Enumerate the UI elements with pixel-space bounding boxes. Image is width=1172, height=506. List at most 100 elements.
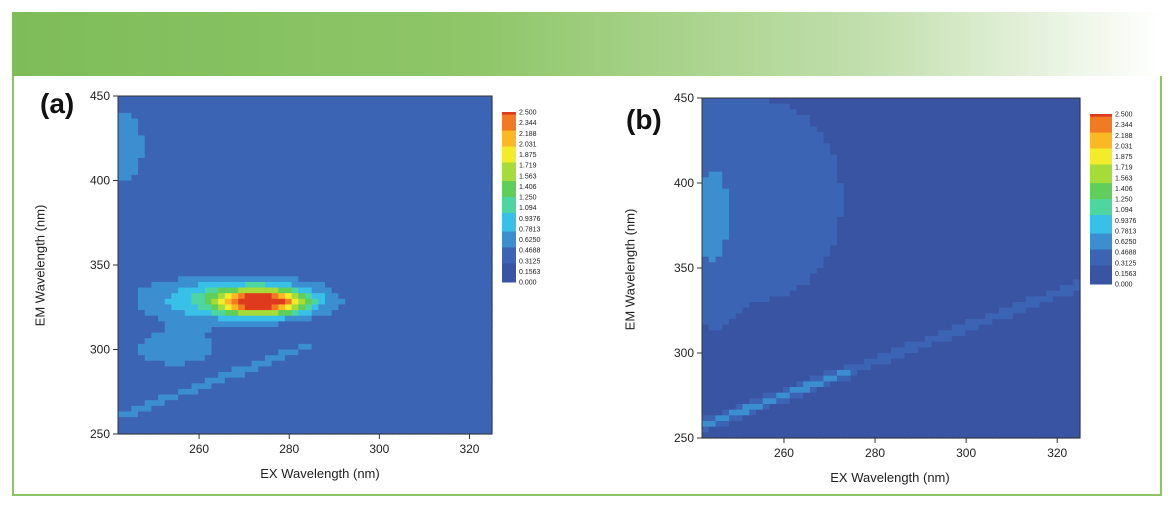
heatmap-cell	[218, 422, 226, 429]
heatmap-cell	[305, 191, 313, 198]
heatmap-cell	[451, 231, 460, 238]
heatmap-cell	[431, 377, 440, 384]
heatmap-cell	[391, 349, 400, 356]
heatmap-cell	[118, 428, 126, 435]
heatmap-cell	[224, 388, 233, 396]
heatmap-cell	[411, 428, 420, 435]
heatmap-cell	[144, 118, 152, 125]
heatmap-cell	[418, 203, 426, 210]
heatmap-cell	[471, 129, 480, 137]
heatmap-cell	[305, 96, 313, 103]
panel-a-colorbar-tick-label: 2.031	[519, 141, 537, 148]
heatmap-cell	[351, 417, 360, 424]
panel-a-colorbar-tick-label: 0.1563	[519, 269, 541, 276]
heatmap-cell	[291, 107, 299, 114]
panel-a-colorbar-tick-label: 1.250	[519, 195, 537, 202]
heatmap-cell	[138, 326, 146, 334]
heatmap-cell	[231, 400, 239, 407]
heatmap-cell	[385, 219, 393, 227]
heatmap-cell	[325, 428, 333, 435]
heatmap-cell	[158, 129, 166, 137]
heatmap-cell	[411, 236, 420, 244]
heatmap-cell	[211, 146, 219, 153]
heatmap-cell	[251, 422, 259, 429]
heatmap-cell	[118, 101, 126, 108]
heatmap-cell	[251, 349, 259, 356]
heatmap-cell	[351, 152, 360, 159]
heatmap-cell	[331, 259, 339, 266]
heatmap-cell	[264, 321, 273, 328]
heatmap-cell	[291, 225, 299, 232]
heatmap-cell	[124, 157, 132, 165]
heatmap-cell	[471, 270, 480, 277]
heatmap-cell	[458, 366, 466, 373]
heatmap-cell	[151, 208, 159, 215]
heatmap-cell	[345, 253, 353, 260]
heatmap-cell	[438, 304, 446, 311]
heatmap-cell	[264, 315, 273, 322]
heatmap-cell	[471, 203, 480, 210]
heatmap-cell	[144, 388, 152, 396]
heatmap-cell	[238, 355, 246, 362]
heatmap-cell	[291, 338, 299, 345]
heatmap-cell	[378, 372, 386, 379]
heatmap-cell	[278, 428, 286, 435]
heatmap-cell	[365, 174, 373, 182]
heatmap-cell	[451, 112, 460, 120]
heatmap-cell	[391, 157, 400, 165]
heatmap-cell	[378, 400, 386, 407]
heatmap-cell	[291, 400, 299, 407]
heatmap-cell	[244, 383, 253, 390]
heatmap-cell	[325, 96, 333, 103]
heatmap-cell	[325, 388, 333, 396]
heatmap-cell	[238, 180, 246, 187]
heatmap-cell	[311, 191, 319, 198]
heatmap-cell	[345, 259, 353, 266]
heatmap-cell	[204, 315, 213, 322]
heatmap-cell	[258, 248, 266, 255]
heatmap-cell	[224, 174, 233, 182]
heatmap-cell	[158, 400, 166, 407]
heatmap-cell	[278, 355, 286, 362]
heatmap-cell	[204, 360, 213, 367]
heatmap-cell	[398, 304, 406, 311]
heatmap-cell	[358, 304, 366, 311]
heatmap-cell	[298, 287, 306, 294]
heatmap-cell	[184, 349, 193, 356]
heatmap-cell	[184, 355, 193, 362]
heatmap-cell	[411, 304, 420, 311]
heatmap-cell	[478, 253, 486, 260]
heatmap-cell	[385, 276, 393, 283]
heatmap-cell	[271, 141, 279, 148]
heatmap-cell	[178, 411, 186, 418]
heatmap-cell	[198, 157, 206, 165]
heatmap-cell	[325, 417, 333, 424]
heatmap-cell	[485, 141, 493, 148]
heatmap-cell	[298, 315, 306, 322]
heatmap-cell	[411, 400, 420, 407]
panel-a-colorbar-tick-label: 0.6250	[519, 237, 541, 244]
heatmap-cell	[405, 214, 413, 221]
colorbar-segment	[502, 228, 516, 233]
heatmap-cell	[278, 281, 286, 289]
heatmap-cell	[258, 118, 266, 125]
heatmap-cell	[318, 141, 326, 148]
heatmap-cell	[124, 236, 132, 244]
heatmap-cell	[458, 219, 466, 227]
heatmap-cell	[251, 180, 259, 187]
heatmap-cell	[465, 377, 473, 384]
heatmap-cell	[371, 388, 380, 396]
heatmap-cell	[284, 219, 293, 227]
heatmap-cell	[298, 343, 306, 351]
heatmap-cell	[338, 422, 346, 429]
heatmap-cell	[485, 248, 493, 255]
heatmap-cell	[425, 394, 433, 401]
heatmap-cell	[118, 377, 126, 384]
heatmap-cell	[158, 259, 166, 266]
heatmap-cell	[271, 208, 279, 215]
heatmap-cell	[478, 428, 486, 435]
heatmap-cell	[124, 405, 132, 413]
heatmap-cell	[385, 315, 393, 322]
heatmap-cell	[458, 180, 466, 187]
heatmap-cell	[204, 203, 213, 210]
